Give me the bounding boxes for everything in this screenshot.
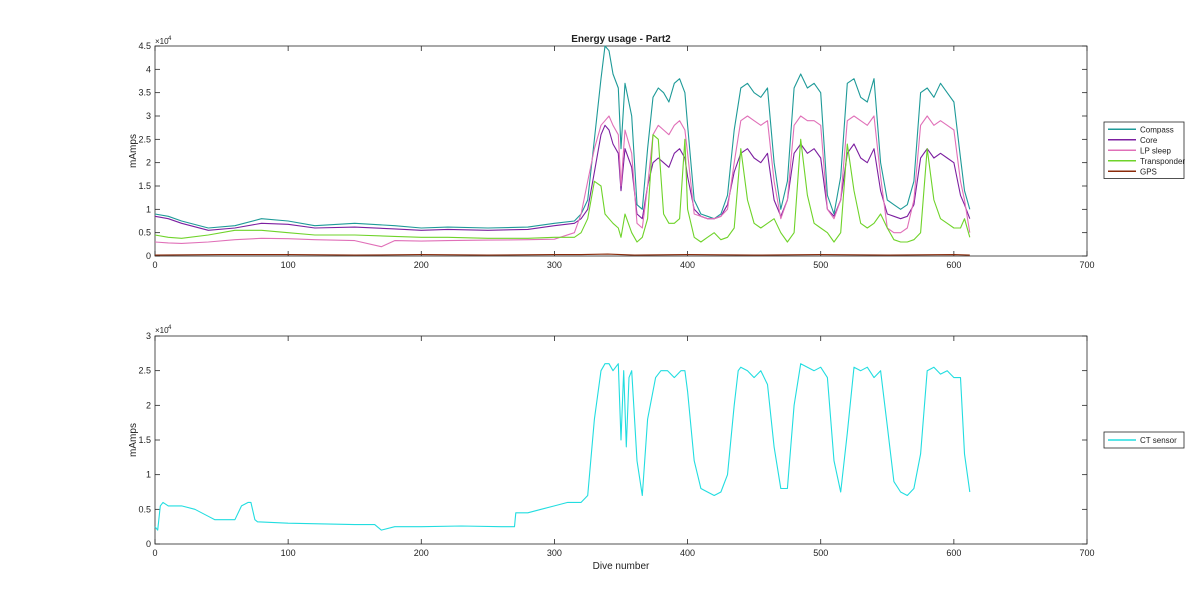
x-tick-label: 500 — [813, 548, 828, 558]
legend-entry: LP sleep — [1140, 146, 1172, 155]
y-tick-label: 0 — [146, 539, 151, 549]
y-tick-label: 1.5 — [138, 435, 151, 445]
x-tick-label: 0 — [152, 548, 157, 558]
y-tick-label: 1.5 — [138, 181, 151, 191]
legend-entry: GPS — [1140, 167, 1157, 176]
y-tick-label: 1 — [146, 470, 151, 480]
y-tick-label: 2.5 — [138, 366, 151, 376]
x-tick-label: 200 — [414, 260, 429, 270]
y-tick-label: 4.5 — [138, 41, 151, 51]
y-exponent-base: ×10 — [155, 37, 169, 46]
y-tick-label: 0.5 — [138, 504, 151, 514]
y-tick-label: 0.5 — [138, 228, 151, 238]
y-tick-label: 3 — [146, 331, 151, 341]
energy-usage-panel: Energy usage - Part2 mAmps ×10 4 0 100 200… — [128, 34, 1185, 270]
y-tick-label: 3.5 — [138, 88, 151, 98]
legend-2: CT sensor — [1103, 431, 1185, 449]
y-exponent-power-2: 4 — [168, 325, 172, 331]
series-line-transponder — [154, 134, 971, 243]
y-tick-label: 4 — [146, 64, 151, 74]
chart-title: Energy usage - Part2 — [571, 34, 671, 45]
ct-sensor-panel: Dive number mAmps ×10 4 0 100 200 300 400 500… — [128, 325, 1185, 572]
series-lines-2 — [154, 363, 971, 531]
series-line-lp-sleep — [154, 115, 971, 248]
y-tick-label: 2 — [146, 158, 151, 168]
y-exponent-power: 4 — [168, 36, 172, 42]
axes-2: 0 100 200 300 400 500 600 700 0 0.5 1 1.5 2 2.5 3 — [138, 331, 1094, 558]
x-tick-label: 700 — [1079, 260, 1094, 270]
x-axis-label: Dive number — [593, 561, 650, 572]
x-tick-label: 200 — [414, 548, 429, 558]
series-line-ct-sensor — [154, 363, 971, 531]
series-line-gps — [154, 253, 970, 256]
plot-area-1 — [154, 45, 1088, 257]
x-tick-label: 600 — [946, 260, 961, 270]
x-tick-label: 300 — [547, 260, 562, 270]
x-tick-label: 400 — [680, 548, 695, 558]
y-exponent-base-2: ×10 — [155, 326, 169, 335]
legend-box — [1103, 431, 1185, 449]
legend-entry: Transponder — [1140, 157, 1185, 166]
legend-entry: Compass — [1140, 125, 1174, 134]
legend-entry: CT sensor — [1140, 436, 1177, 445]
y-axis-label: mAmps — [128, 134, 139, 168]
x-tick-label: 300 — [547, 548, 562, 558]
y-tick-label: 0 — [146, 251, 151, 261]
y-tick-label: 1 — [146, 204, 151, 214]
y-exponent-2: ×10 4 — [155, 325, 172, 335]
x-tick-label: 700 — [1079, 548, 1094, 558]
y-tick-label: 2 — [146, 400, 151, 410]
legend-entry: Core — [1140, 136, 1158, 145]
x-tick-label: 100 — [281, 260, 296, 270]
y-tick-label: 3 — [146, 111, 151, 121]
x-tick-label: 600 — [946, 548, 961, 558]
y-exponent: ×10 4 — [155, 36, 172, 46]
x-tick-label: 400 — [680, 260, 695, 270]
series-line-compass — [154, 45, 971, 229]
y-tick-label: 2.5 — [138, 134, 151, 144]
axes-1: 0 100 200 300 400 500 600 700 0 0.5 1 1.5 2 2.5 3 3.5 4 4… — [138, 41, 1094, 270]
y-axis-label-2: mAmps — [128, 423, 139, 457]
x-tick-label: 100 — [281, 548, 296, 558]
series-lines-1 — [154, 45, 971, 256]
x-tick-label: 0 — [152, 260, 157, 270]
x-tick-label: 500 — [813, 260, 828, 270]
